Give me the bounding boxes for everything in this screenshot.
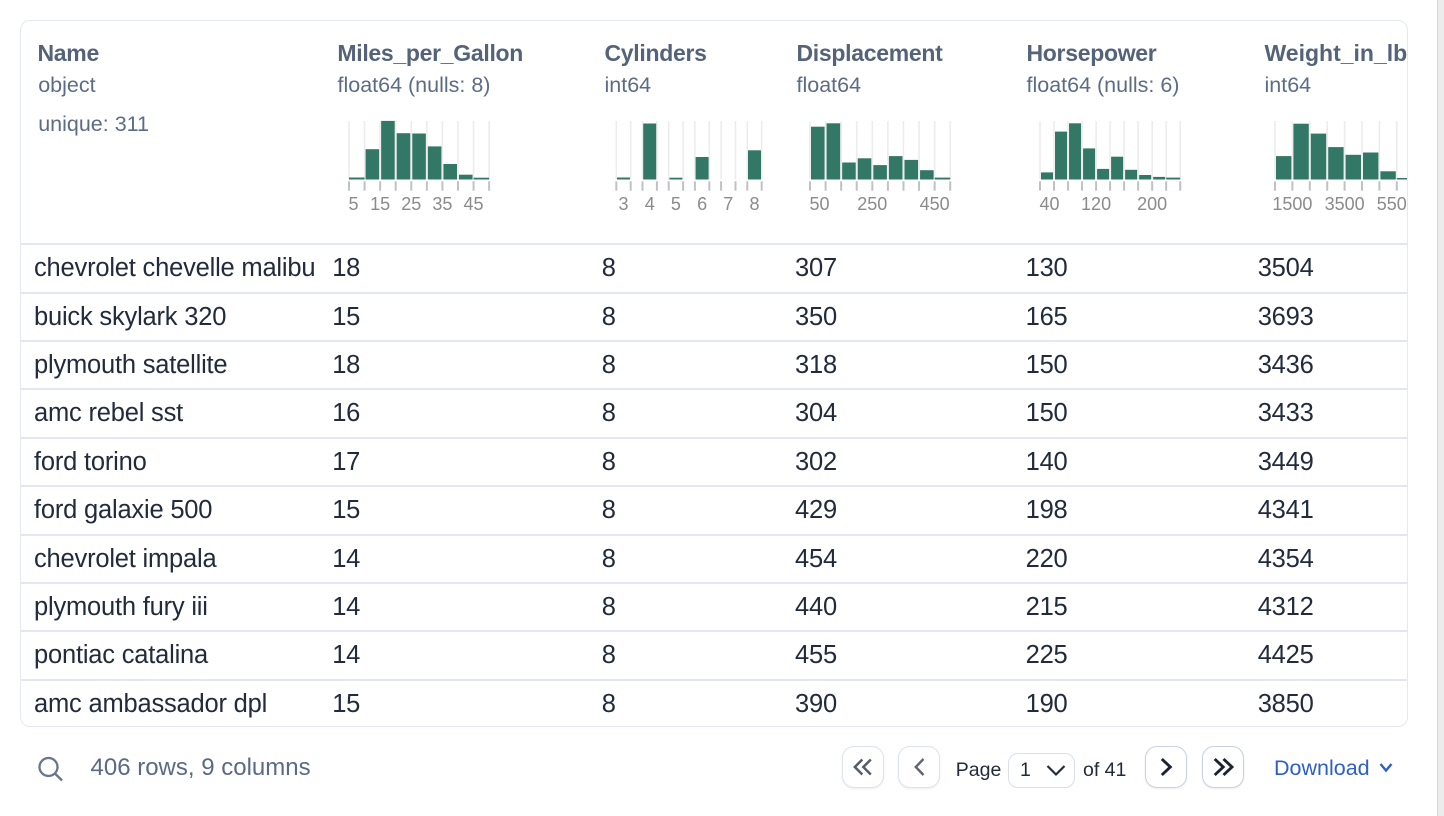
svg-text:35: 35 [432,194,452,214]
svg-text:1500: 1500 [1272,194,1312,214]
svg-text:45: 45 [463,194,483,214]
svg-text:40: 40 [1039,194,1059,214]
svg-text:3500: 3500 [1325,194,1365,214]
svg-text:3: 3 [618,194,628,214]
svg-text:200: 200 [1137,194,1167,214]
svg-text:8: 8 [749,194,759,214]
svg-text:50: 50 [809,194,829,214]
svg-text:7: 7 [723,194,733,214]
svg-text:4: 4 [645,194,655,214]
svg-text:450: 450 [919,194,949,214]
svg-text:250: 250 [857,194,887,214]
svg-text:25: 25 [401,194,421,214]
svg-text:120: 120 [1081,194,1111,214]
svg-text:15: 15 [370,194,390,214]
svg-text:6: 6 [697,194,707,214]
svg-text:5: 5 [671,194,681,214]
svg-text:5: 5 [348,194,358,214]
svg-text:5500: 5500 [1377,194,1409,214]
